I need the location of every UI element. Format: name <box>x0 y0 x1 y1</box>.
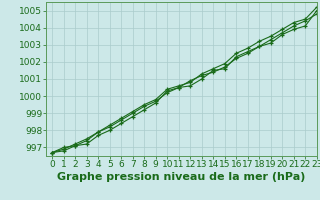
X-axis label: Graphe pression niveau de la mer (hPa): Graphe pression niveau de la mer (hPa) <box>57 172 306 182</box>
